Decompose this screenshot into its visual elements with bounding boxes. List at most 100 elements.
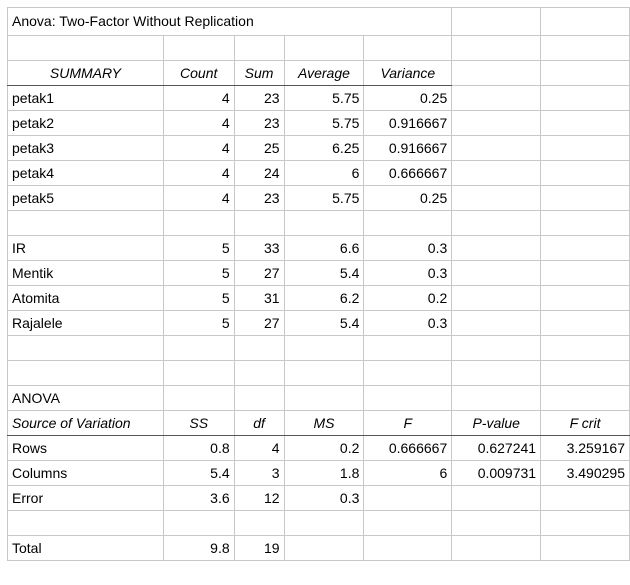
cell[interactable] bbox=[451, 35, 542, 61]
cell[interactable] bbox=[451, 235, 542, 261]
cell[interactable] bbox=[283, 35, 365, 61]
row-label[interactable]: Rajalele bbox=[7, 310, 164, 336]
cell-variance[interactable]: 0.25 bbox=[363, 85, 453, 111]
cell-average[interactable]: 5.75 bbox=[283, 185, 365, 211]
cell[interactable] bbox=[283, 335, 365, 361]
cell[interactable] bbox=[233, 360, 285, 386]
cell-p-value[interactable]: 0.009731 bbox=[451, 460, 542, 486]
cell-f-crit[interactable]: 3.259167 bbox=[540, 435, 630, 461]
anova-header-cell[interactable]: SS bbox=[162, 410, 235, 436]
cell[interactable] bbox=[162, 335, 235, 361]
cell-f-crit[interactable] bbox=[540, 485, 630, 511]
cell-df[interactable]: 4 bbox=[233, 435, 285, 461]
cell[interactable] bbox=[162, 35, 235, 61]
cell-p-value[interactable]: 0.627241 bbox=[451, 435, 542, 461]
cell[interactable] bbox=[363, 35, 453, 61]
cell[interactable] bbox=[7, 360, 164, 386]
cell-count[interactable]: 5 bbox=[162, 260, 235, 286]
anova-label[interactable]: ANOVA bbox=[7, 385, 164, 411]
cell-count[interactable]: 4 bbox=[162, 185, 235, 211]
cell[interactable] bbox=[7, 35, 164, 61]
cell[interactable] bbox=[451, 285, 542, 311]
row-label[interactable]: petak4 bbox=[7, 160, 164, 186]
row-label[interactable]: petak3 bbox=[7, 135, 164, 161]
summary-header-cell[interactable]: Average bbox=[283, 60, 365, 86]
cell[interactable] bbox=[540, 7, 630, 36]
cell-count[interactable]: 4 bbox=[162, 160, 235, 186]
cell[interactable] bbox=[363, 510, 453, 536]
cell-ms[interactable]: 1.8 bbox=[283, 460, 365, 486]
cell[interactable] bbox=[540, 235, 630, 261]
cell-sum[interactable]: 23 bbox=[233, 110, 285, 136]
cell-ms[interactable]: 0.2 bbox=[283, 435, 365, 461]
cell-df[interactable]: 3 bbox=[233, 460, 285, 486]
cell-average[interactable]: 6.6 bbox=[283, 235, 365, 261]
cell-sum[interactable]: 33 bbox=[233, 235, 285, 261]
cell-sum[interactable]: 23 bbox=[233, 185, 285, 211]
cell-ss[interactable]: 9.8 bbox=[162, 535, 235, 561]
cell-average[interactable]: 5.75 bbox=[283, 85, 365, 111]
cell-count[interactable]: 4 bbox=[162, 110, 235, 136]
cell-variance[interactable]: 0.25 bbox=[363, 185, 453, 211]
cell[interactable] bbox=[363, 360, 453, 386]
cell[interactable] bbox=[363, 535, 453, 561]
cell[interactable] bbox=[540, 260, 630, 286]
cell-df[interactable]: 12 bbox=[233, 485, 285, 511]
row-label[interactable]: Atomita bbox=[7, 285, 164, 311]
cell[interactable] bbox=[540, 210, 630, 236]
cell[interactable] bbox=[451, 185, 542, 211]
cell[interactable] bbox=[451, 135, 542, 161]
cell-ss[interactable]: 3.6 bbox=[162, 485, 235, 511]
cell-count[interactable]: 4 bbox=[162, 135, 235, 161]
cell-average[interactable]: 6.25 bbox=[283, 135, 365, 161]
cell[interactable] bbox=[540, 85, 630, 111]
cell-sum[interactable]: 25 bbox=[233, 135, 285, 161]
anova-header-cell[interactable]: Source of Variation bbox=[7, 410, 164, 436]
sheet-title[interactable]: Anova: Two-Factor Without Replication bbox=[6, 7, 364, 36]
cell[interactable] bbox=[451, 310, 542, 336]
cell-average[interactable]: 6 bbox=[283, 160, 365, 186]
cell-p-value[interactable] bbox=[451, 485, 542, 511]
cell-variance[interactable]: 0.3 bbox=[363, 260, 453, 286]
cell[interactable] bbox=[451, 60, 542, 86]
cell-sum[interactable]: 23 bbox=[233, 85, 285, 111]
cell[interactable] bbox=[283, 510, 365, 536]
cell[interactable] bbox=[233, 510, 285, 536]
cell-sum[interactable]: 27 bbox=[233, 310, 285, 336]
cell-ss[interactable]: 0.8 bbox=[162, 435, 235, 461]
cell[interactable] bbox=[451, 7, 542, 36]
cell-f[interactable]: 0.666667 bbox=[363, 435, 453, 461]
cell-count[interactable]: 5 bbox=[162, 285, 235, 311]
total-label[interactable]: Total bbox=[7, 535, 164, 561]
cell-count[interactable]: 5 bbox=[162, 310, 235, 336]
cell[interactable] bbox=[540, 60, 630, 86]
cell-f[interactable] bbox=[363, 485, 453, 511]
row-label[interactable]: IR bbox=[7, 235, 164, 261]
cell[interactable] bbox=[451, 260, 542, 286]
cell-sum[interactable]: 27 bbox=[233, 260, 285, 286]
cell-f[interactable]: 6 bbox=[363, 460, 453, 486]
cell-average[interactable]: 6.2 bbox=[283, 285, 365, 311]
cell[interactable] bbox=[540, 360, 630, 386]
summary-header-cell[interactable]: Sum bbox=[233, 60, 285, 86]
cell[interactable] bbox=[540, 510, 630, 536]
cell[interactable] bbox=[162, 210, 235, 236]
cell-average[interactable]: 5.75 bbox=[283, 110, 365, 136]
cell[interactable] bbox=[451, 360, 542, 386]
cell-variance[interactable]: 0.666667 bbox=[363, 160, 453, 186]
anova-header-cell[interactable]: F bbox=[363, 410, 453, 436]
cell-df[interactable]: 19 bbox=[233, 535, 285, 561]
cell-ss[interactable]: 5.4 bbox=[162, 460, 235, 486]
cell[interactable] bbox=[363, 335, 453, 361]
cell[interactable] bbox=[162, 360, 235, 386]
cell[interactable] bbox=[7, 510, 164, 536]
cell-variance[interactable]: 0.916667 bbox=[363, 110, 453, 136]
anova-header-cell[interactable]: df bbox=[233, 410, 285, 436]
source-label[interactable]: Columns bbox=[7, 460, 164, 486]
cell[interactable] bbox=[283, 210, 365, 236]
cell[interactable] bbox=[283, 360, 365, 386]
cell[interactable] bbox=[540, 535, 630, 561]
cell[interactable] bbox=[283, 385, 365, 411]
row-label[interactable]: petak2 bbox=[7, 110, 164, 136]
cell[interactable] bbox=[540, 110, 630, 136]
